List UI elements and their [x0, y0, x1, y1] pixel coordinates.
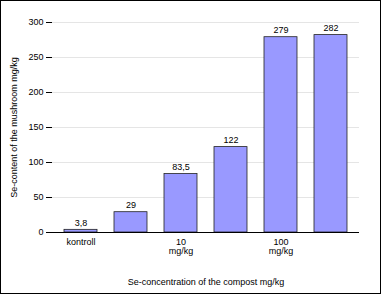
svg-text:Se-content of the mushroom mg/: Se-content of the mushroom mg/kg [9, 57, 19, 198]
svg-text:50: 50 [33, 192, 43, 202]
svg-text:3,8: 3,8 [75, 218, 88, 228]
svg-text:83,5: 83,5 [172, 162, 190, 172]
svg-text:0: 0 [38, 227, 43, 237]
svg-text:29: 29 [126, 200, 136, 210]
svg-text:Se-concentration of the compos: Se-concentration of the compost mg/kg [128, 277, 285, 287]
svg-text:250: 250 [28, 52, 43, 62]
svg-text:150: 150 [28, 122, 43, 132]
svg-text:300: 300 [28, 17, 43, 27]
svg-text:282: 282 [323, 23, 338, 33]
svg-text:122: 122 [223, 135, 238, 145]
svg-text:100mg/kg: 100mg/kg [269, 237, 294, 256]
svg-text:279: 279 [273, 25, 288, 35]
svg-text:100: 100 [28, 157, 43, 167]
svg-text:200: 200 [28, 87, 43, 97]
svg-text:10mg/kg: 10mg/kg [169, 237, 194, 256]
svg-text:kontroll: kontroll [66, 237, 95, 247]
